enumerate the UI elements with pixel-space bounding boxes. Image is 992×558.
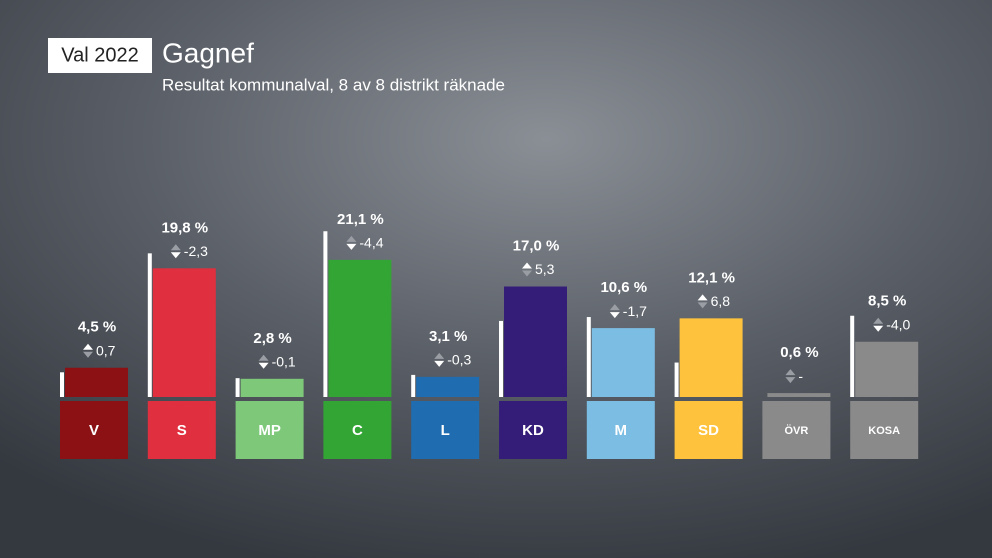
value-label: 4,5 % <box>78 319 116 336</box>
bar <box>504 286 567 397</box>
category-box <box>235 401 304 459</box>
category-label: KOSA <box>868 425 900 437</box>
value-label: 21,1 % <box>337 211 384 228</box>
category-box <box>60 401 128 459</box>
category-box <box>850 401 919 459</box>
value-label: 0,6 % <box>780 344 818 361</box>
bar <box>240 378 304 397</box>
change-arrow <box>609 304 620 319</box>
category-box <box>499 401 567 459</box>
change-arrow <box>785 369 796 384</box>
change-arrow <box>697 294 708 309</box>
value-label: 19,8 % <box>161 219 208 236</box>
category-label: SD <box>698 422 719 439</box>
category-box <box>762 401 831 459</box>
category-label: L <box>441 422 450 439</box>
value-label: 3,1 % <box>429 328 467 345</box>
change-label: -0,1 <box>272 354 296 370</box>
category-label: ÖVR <box>784 424 808 437</box>
value-label: 8,5 % <box>868 293 906 310</box>
previous-bar <box>60 372 64 397</box>
change-arrow <box>83 343 93 358</box>
change-label: -4,4 <box>359 235 383 251</box>
change-arrow <box>170 244 181 259</box>
category-label: KD <box>522 422 544 439</box>
previous-bar <box>235 378 240 397</box>
badge <box>48 38 152 73</box>
bar <box>767 393 831 397</box>
value-label: 10,6 % <box>600 279 647 296</box>
category-label: M <box>615 422 628 439</box>
change-arrow <box>522 262 532 277</box>
change-label: 5,3 <box>535 261 555 277</box>
change-label: -0,3 <box>447 352 471 368</box>
category-label: S <box>177 422 187 439</box>
category-box <box>323 401 392 459</box>
previous-bar <box>323 231 328 397</box>
change-arrow <box>346 235 357 250</box>
change-label: -4,0 <box>886 316 910 332</box>
previous-bar <box>499 320 503 397</box>
bar <box>855 341 919 397</box>
category-label: MP <box>258 422 281 439</box>
bar <box>416 376 480 397</box>
bar <box>679 318 743 397</box>
change-arrow <box>873 317 884 332</box>
value-label: 17,0 % <box>513 237 560 254</box>
previous-bar <box>147 253 152 397</box>
change-label: -1,7 <box>623 303 647 319</box>
change-arrow <box>258 354 269 369</box>
subtitle: Resultat kommunalval, 8 av 8 distrikt rä… <box>162 75 505 94</box>
category-box <box>147 401 216 459</box>
previous-bar <box>586 317 591 397</box>
bar <box>152 268 216 397</box>
previous-bar <box>850 315 855 397</box>
previous-bar <box>411 374 416 397</box>
change-arrow <box>434 352 445 367</box>
change-label: 0,7 <box>96 342 116 358</box>
title: Gagnef <box>162 37 254 68</box>
bar <box>591 328 655 397</box>
category-label: V <box>89 422 99 439</box>
previous-bar <box>674 362 679 397</box>
value-label: 2,8 % <box>253 330 291 347</box>
change-label: - <box>798 368 803 384</box>
category-box <box>674 401 743 459</box>
category-label: C <box>352 422 363 439</box>
value-label: 12,1 % <box>688 269 735 286</box>
category-box <box>411 401 480 459</box>
bar <box>328 259 392 397</box>
bar <box>65 367 128 397</box>
category-box <box>586 401 655 459</box>
change-label: 6,8 <box>711 293 731 309</box>
badge-text: Val 2022 <box>61 44 138 66</box>
change-label: -2,3 <box>184 243 208 259</box>
